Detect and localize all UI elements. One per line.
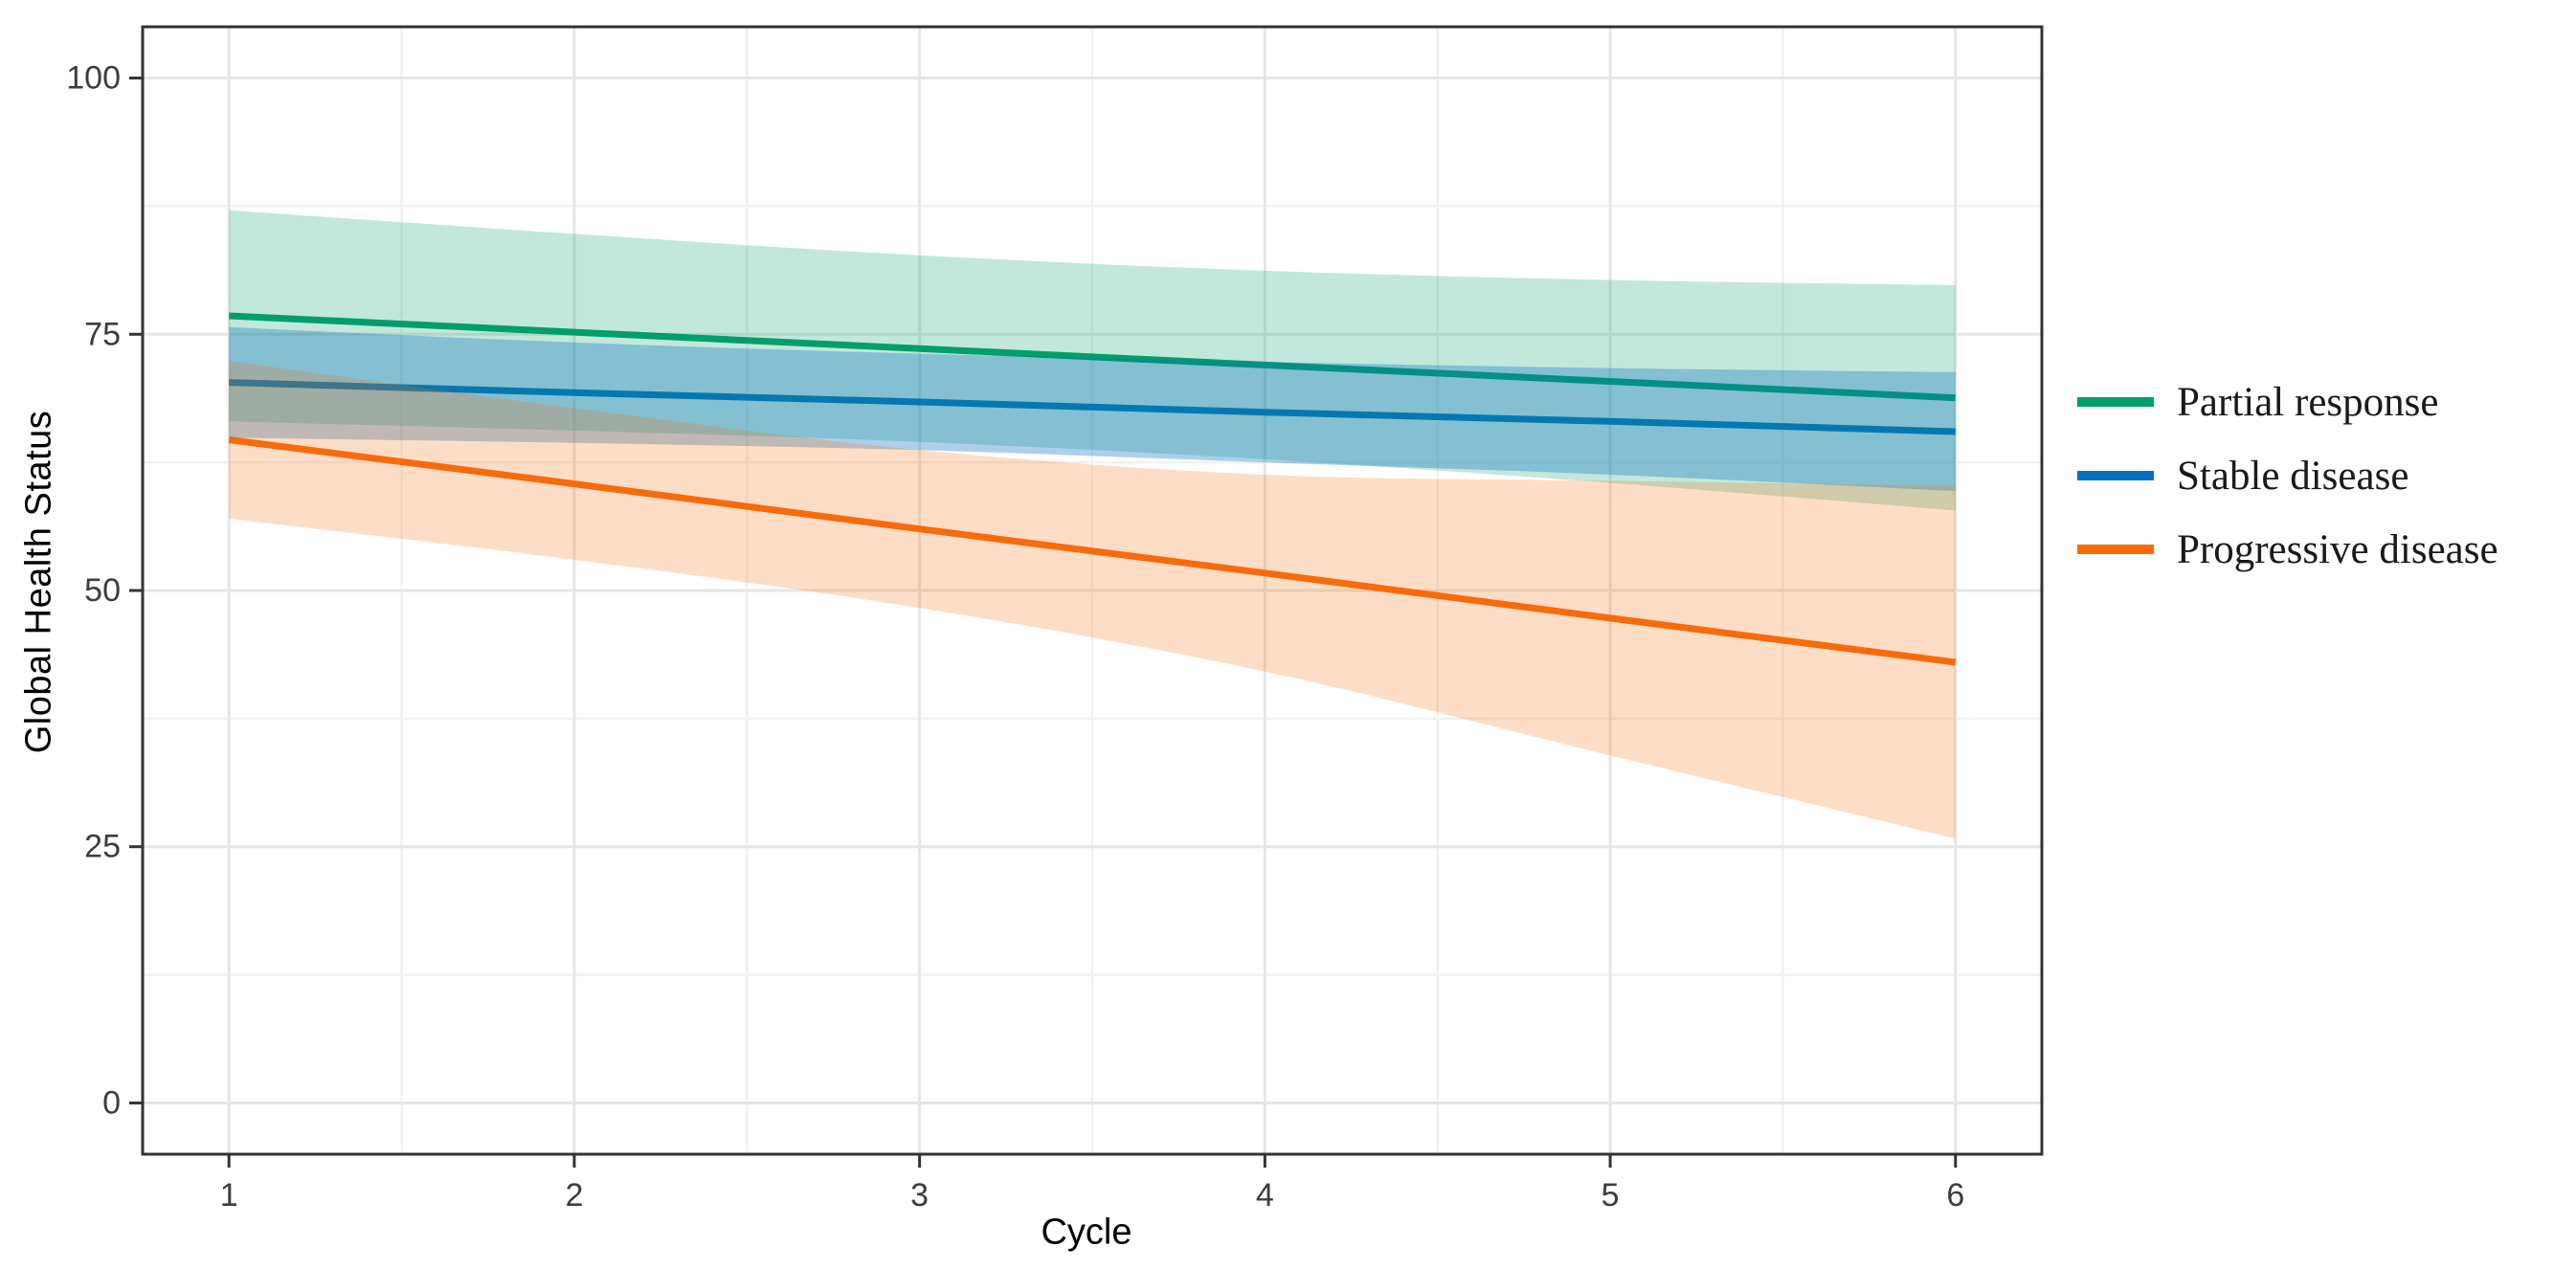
legend: Partial response Stable disease Progress… [2077,379,2498,572]
series-line-stable-disease [229,379,1956,435]
y-tick-label-25: 25 [84,829,121,865]
x-tick-label-2: 2 [565,1177,583,1214]
y-tick-label-75: 75 [84,316,121,352]
legend-item-stable-disease: Stable disease [2077,453,2498,499]
y-axis-title: Global Health Status [18,410,59,754]
legend-label-progressive-disease: Progressive disease [2177,526,2498,572]
legend-item-partial-response: Partial response [2077,379,2498,425]
x-tick-label-6: 6 [1946,1177,1964,1214]
legend-item-progressive-disease: Progressive disease [2077,526,2498,572]
legend-key-line-green [2077,397,2154,407]
legend-key-line-orange [2077,545,2154,554]
series-line-progressive-disease [228,436,1957,666]
y-tick-label-100: 100 [66,60,121,97]
legend-label-stable-disease: Stable disease [2177,453,2409,499]
ci-ribbon-progressive-disease [229,361,1956,839]
y-tick-label-50: 50 [84,572,121,609]
x-tick-label-5: 5 [1602,1177,1620,1214]
ci-ribbon-stable-disease [229,326,1956,492]
y-tick-label-0: 0 [102,1084,121,1121]
x-axis-title: Cycle [1041,1212,1132,1253]
legend-key-line-blue [2077,471,2154,480]
x-tick-label-3: 3 [910,1177,929,1214]
series-line-partial-response [229,312,1956,402]
x-tick-label-1: 1 [220,1177,238,1214]
x-tick-label-4: 4 [1256,1177,1274,1214]
ci-ribbon-partial-response [229,210,1956,511]
legend-label-partial-response: Partial response [2177,379,2439,425]
